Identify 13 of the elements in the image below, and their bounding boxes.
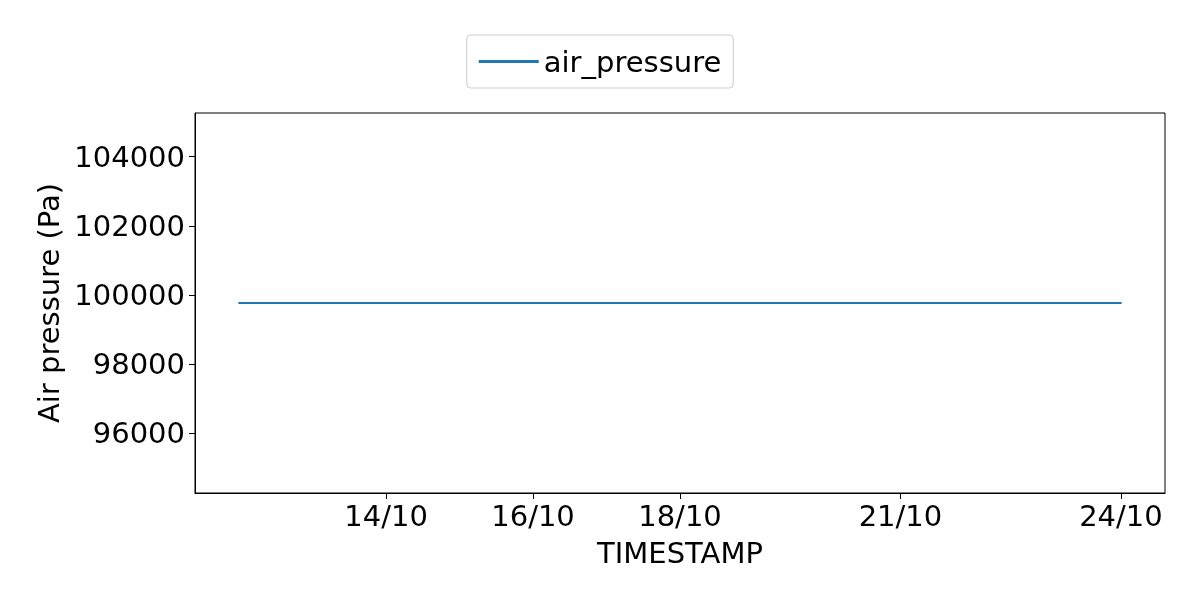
y-tick-label: 96000 — [92, 416, 185, 451]
y-tick-label: 98000 — [92, 347, 185, 382]
y-tick-label: 100000 — [74, 278, 185, 313]
legend-label: air_pressure — [543, 44, 722, 79]
x-tick-label: 24/10 — [1079, 498, 1163, 533]
x-tick-label: 21/10 — [858, 498, 943, 533]
x-axis-title: TIMESTAMP — [596, 535, 763, 570]
y-axis-title: Air pressure (Pa) — [31, 182, 66, 424]
y-tick-label: 102000 — [74, 208, 185, 243]
y-tick-label: 104000 — [74, 139, 185, 174]
x-tick-label: 14/10 — [344, 498, 428, 533]
x-tick-label: 16/10 — [491, 498, 575, 533]
x-tick-label: 18/10 — [638, 498, 722, 533]
